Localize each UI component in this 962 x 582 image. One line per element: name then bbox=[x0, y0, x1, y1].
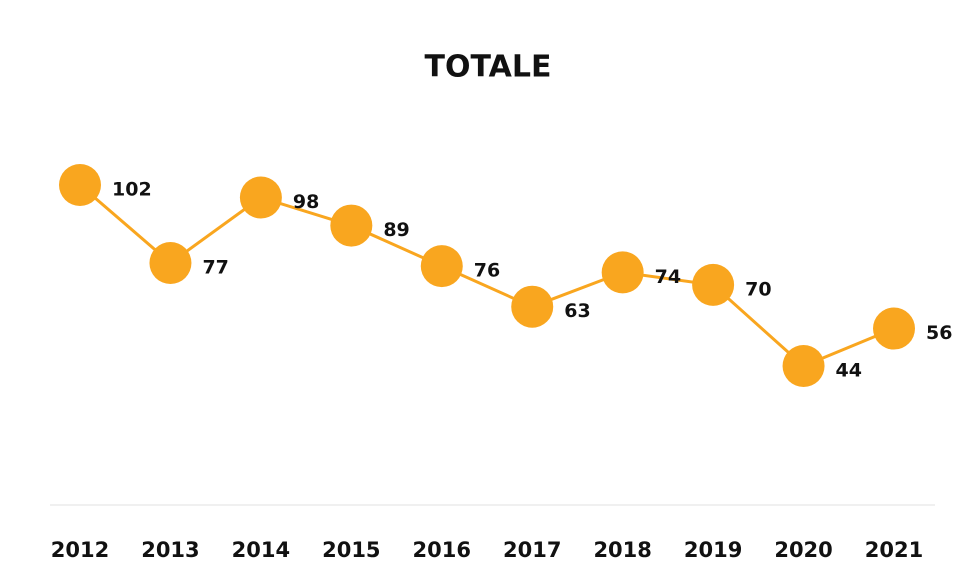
x-tick-label: 2016 bbox=[413, 538, 471, 562]
data-point bbox=[420, 245, 463, 288]
x-tick-label: 2017 bbox=[503, 538, 561, 562]
data-label: 74 bbox=[655, 266, 681, 288]
data-point bbox=[149, 242, 192, 285]
x-tick-label: 2019 bbox=[684, 538, 742, 562]
chart-title: TOTALE bbox=[425, 50, 552, 85]
data-label: 44 bbox=[836, 360, 862, 382]
data-label: 89 bbox=[383, 219, 409, 241]
x-tick-label: 2014 bbox=[232, 538, 290, 562]
data-label: 102 bbox=[112, 179, 152, 201]
data-label: 76 bbox=[474, 260, 500, 282]
data-point bbox=[601, 251, 644, 294]
mark-layer: 102 77 98 89 76 63 74 70 44 56 bbox=[59, 164, 952, 387]
data-point bbox=[692, 263, 735, 306]
data-point bbox=[782, 345, 825, 387]
data-point bbox=[873, 307, 915, 350]
data-point bbox=[511, 285, 554, 328]
x-tick-label: 2012 bbox=[51, 538, 109, 562]
data-label: 70 bbox=[745, 278, 771, 300]
data-point bbox=[59, 164, 101, 206]
x-tick-label: 2015 bbox=[322, 538, 380, 562]
data-label: 63 bbox=[564, 300, 590, 322]
data-label: 77 bbox=[202, 257, 228, 279]
x-tick-label: 2020 bbox=[774, 538, 832, 562]
line-layer bbox=[79, 183, 895, 368]
x-tick-label: 2018 bbox=[593, 538, 651, 562]
x-tick-label: 2013 bbox=[141, 538, 199, 562]
data-point bbox=[239, 176, 282, 219]
data-point bbox=[330, 204, 373, 247]
x-tick-label: 2021 bbox=[865, 538, 923, 562]
data-label: 56 bbox=[926, 322, 952, 344]
data-line bbox=[79, 183, 895, 368]
data-label: 98 bbox=[293, 191, 319, 213]
